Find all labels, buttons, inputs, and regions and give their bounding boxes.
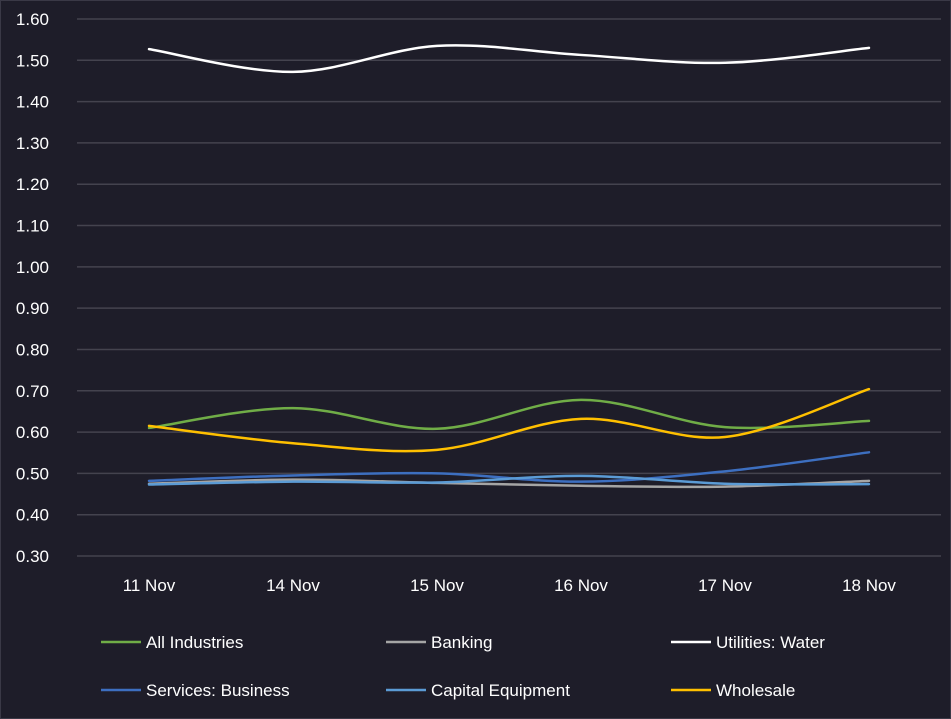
y-tick-label: 1.50 [16, 51, 49, 70]
x-tick-label: 17 Nov [698, 576, 752, 595]
legend-item: Services: Business [101, 681, 290, 700]
y-tick-label: 0.60 [16, 423, 49, 442]
legend-item: Capital Equipment [386, 681, 570, 700]
y-tick-label: 1.10 [16, 217, 49, 236]
x-tick-label: 15 Nov [410, 576, 464, 595]
series-line-all-industries [147, 398, 871, 431]
legend-item: All Industries [101, 633, 243, 652]
y-tick-label: 1.30 [16, 134, 49, 153]
legend-label: Utilities: Water [716, 633, 825, 652]
y-tick-label: 1.60 [16, 10, 49, 29]
y-tick-label: 1.00 [16, 258, 49, 277]
y-tick-label: 0.30 [16, 547, 49, 566]
y-tick-label: 0.90 [16, 299, 49, 318]
series-line-services-business [147, 451, 871, 483]
legend-label: Capital Equipment [431, 681, 570, 700]
x-tick-label: 11 Nov [123, 576, 176, 595]
x-tick-label: 18 Nov [842, 576, 896, 595]
legend-label: All Industries [146, 633, 243, 652]
y-tick-label: 0.80 [16, 340, 49, 359]
y-tick-label: 1.20 [16, 175, 49, 194]
series-line-utilities-water [147, 44, 871, 74]
x-tick-label: 16 Nov [554, 576, 608, 595]
legend-label: Services: Business [146, 681, 290, 700]
y-tick-label: 0.40 [16, 506, 49, 525]
series-line-capital-equipment [147, 474, 871, 486]
series-line-wholesale [147, 387, 871, 453]
y-tick-label: 1.40 [16, 93, 49, 112]
legend-label: Wholesale [716, 681, 795, 700]
legend-label: Banking [431, 633, 492, 652]
legend-item: Utilities: Water [671, 633, 825, 652]
y-tick-label: 0.70 [16, 382, 49, 401]
legend-item: Banking [386, 633, 492, 652]
x-tick-label: 14 Nov [266, 576, 320, 595]
legend-item: Wholesale [671, 681, 795, 700]
y-tick-label: 0.50 [16, 464, 49, 483]
series-line-banking [147, 478, 871, 489]
